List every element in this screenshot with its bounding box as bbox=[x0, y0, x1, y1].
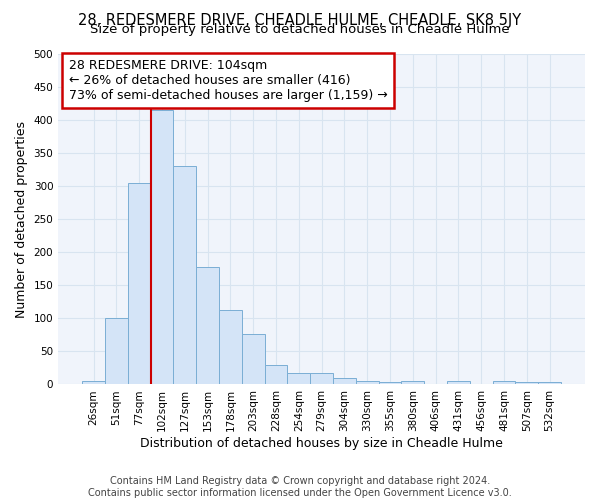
Bar bbox=[105, 318, 128, 384]
X-axis label: Distribution of detached houses by size in Cheadle Hulme: Distribution of detached houses by size … bbox=[140, 437, 503, 450]
Text: Size of property relative to detached houses in Cheadle Hulme: Size of property relative to detached ho… bbox=[90, 22, 510, 36]
Text: Contains HM Land Registry data © Crown copyright and database right 2024.
Contai: Contains HM Land Registry data © Crown c… bbox=[88, 476, 512, 498]
Bar bbox=[310, 372, 333, 384]
Bar bbox=[401, 381, 424, 384]
Bar bbox=[515, 382, 538, 384]
Bar bbox=[287, 372, 310, 384]
Text: 28, REDESMERE DRIVE, CHEADLE HULME, CHEADLE, SK8 5JY: 28, REDESMERE DRIVE, CHEADLE HULME, CHEA… bbox=[79, 12, 521, 28]
Y-axis label: Number of detached properties: Number of detached properties bbox=[15, 120, 28, 318]
Bar bbox=[196, 268, 219, 384]
Bar bbox=[128, 183, 151, 384]
Text: 28 REDESMERE DRIVE: 104sqm
← 26% of detached houses are smaller (416)
73% of sem: 28 REDESMERE DRIVE: 104sqm ← 26% of deta… bbox=[69, 59, 388, 102]
Bar bbox=[265, 364, 287, 384]
Bar bbox=[493, 381, 515, 384]
Bar bbox=[151, 110, 173, 384]
Bar bbox=[82, 381, 105, 384]
Bar bbox=[379, 382, 401, 384]
Bar bbox=[538, 382, 561, 384]
Bar bbox=[356, 381, 379, 384]
Bar bbox=[333, 378, 356, 384]
Bar bbox=[447, 381, 470, 384]
Bar bbox=[173, 166, 196, 384]
Bar bbox=[242, 334, 265, 384]
Bar bbox=[219, 310, 242, 384]
